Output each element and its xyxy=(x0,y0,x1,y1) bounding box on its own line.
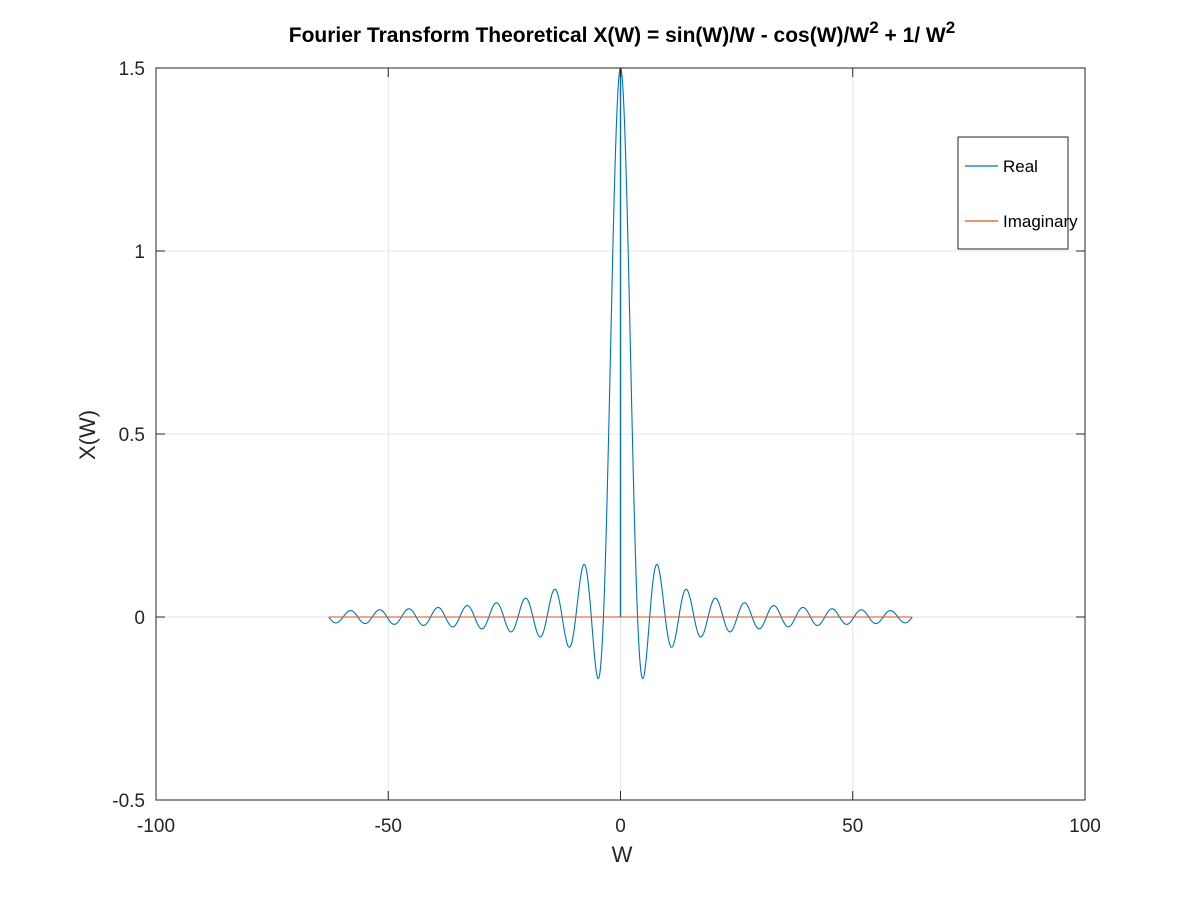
y-tick-label: 1 xyxy=(134,242,145,263)
legend: Real Imaginary xyxy=(957,136,1078,250)
y-tick-label: 0.5 xyxy=(119,425,145,446)
title-part: Fourier Transform Theoretical X(W) = sin… xyxy=(289,24,870,47)
legend-box xyxy=(957,136,1069,250)
tick-labels: -100 -50 0 50 100 -0.5 0 0.5 1 1.5 xyxy=(112,59,1101,837)
x-axis-label: W xyxy=(612,842,633,867)
legend-label: Real xyxy=(1003,157,1038,176)
x-tick-label: 50 xyxy=(842,816,863,837)
y-tick-label: 1.5 xyxy=(119,59,145,80)
ticks xyxy=(155,67,1086,801)
title-part: 2 xyxy=(869,18,878,37)
x-tick-label: -50 xyxy=(375,816,402,837)
y-tick-label: 0 xyxy=(134,608,145,629)
chart-title: Fourier Transform Theoretical X(W) = sin… xyxy=(289,18,955,47)
title-part: 2 xyxy=(946,18,955,37)
data-series xyxy=(328,67,913,680)
x-tick-label: -100 xyxy=(137,816,175,837)
y-axis-label: X(W) xyxy=(75,410,100,460)
title-part: + 1/ W xyxy=(879,24,946,47)
x-tick-label: 100 xyxy=(1069,816,1101,837)
x-tick-label: 0 xyxy=(615,816,626,837)
legend-label: Imaginary xyxy=(1003,212,1078,231)
y-tick-label: -0.5 xyxy=(112,791,145,812)
